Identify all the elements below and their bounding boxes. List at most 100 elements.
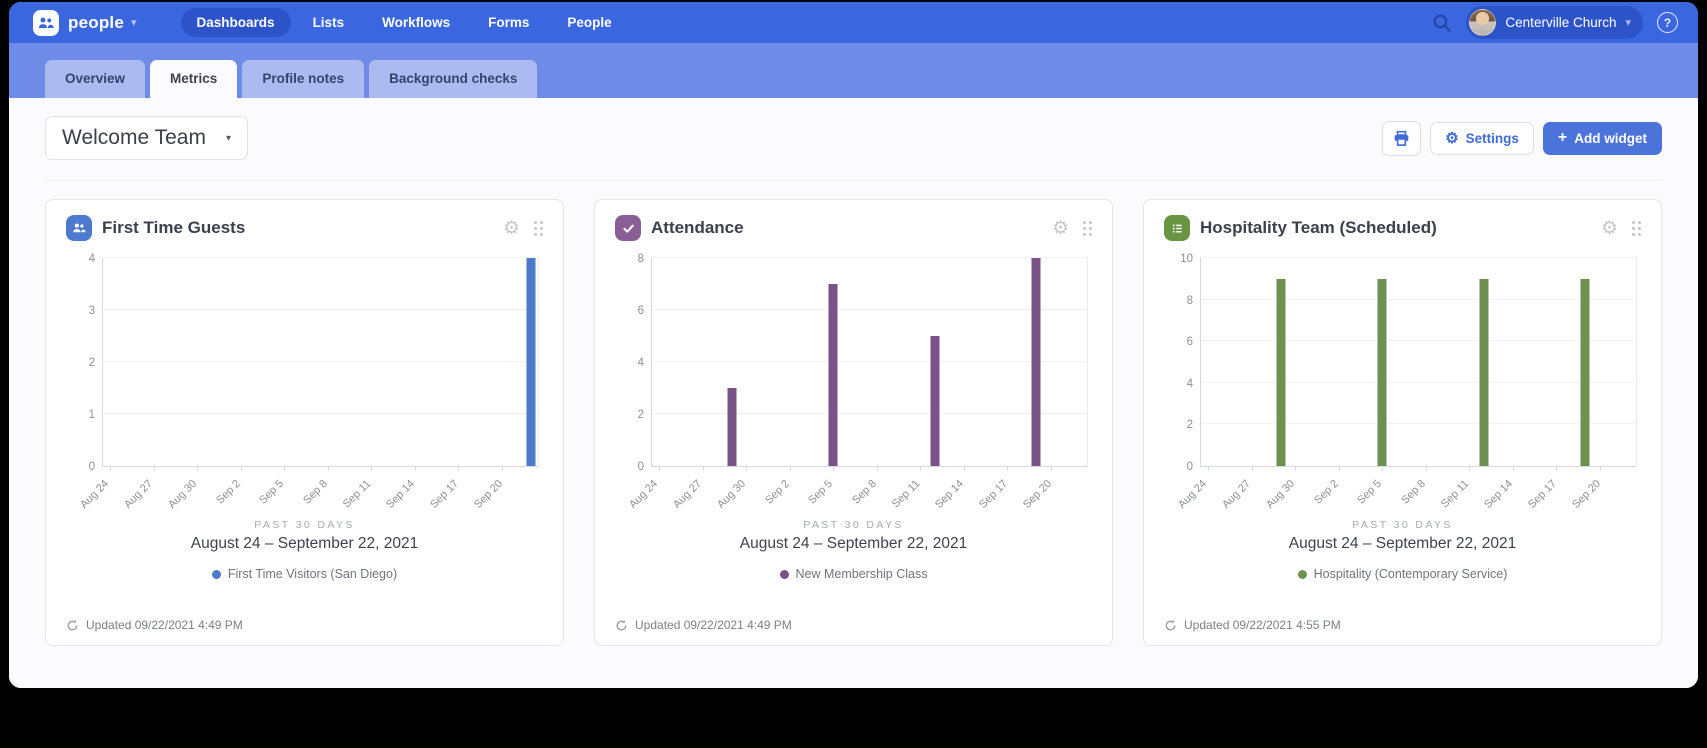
nav-item-people[interactable]: People [567,15,612,30]
period-label: PAST 30 DAYS [254,519,355,531]
refresh-icon [1165,619,1176,630]
gridline [1201,423,1636,425]
y-axis-tick-label: 4 [88,253,95,265]
widget-settings-gear-icon[interactable]: ⚙ [1051,217,1069,239]
y-axis-tick-label: 8 [637,253,644,265]
bar [1276,278,1286,466]
x-axis-tick [1382,466,1384,471]
updated-timestamp: Updated 09/22/2021 4:49 PM [635,618,792,632]
gridline [103,257,538,258]
x-axis-tick-label: Aug 24 [78,477,112,511]
drag-handle[interactable] [534,220,543,236]
refresh-icon [616,619,627,630]
x-axis-tick-label: Aug 27 [671,477,705,511]
dashboard-selector[interactable]: Welcome Team ▾ [45,116,248,160]
search-button[interactable] [1432,13,1452,33]
y-axis-tick-label: 0 [1186,461,1193,473]
x-axis-tick-label: Sep 17 [1525,477,1560,511]
app-switcher[interactable]: people ▾ [33,9,137,36]
x-axis-tick [1050,466,1052,471]
refresh-icon [67,619,78,630]
navbar-right: Centerville Church ▾ ? [1432,6,1678,39]
app-window: people ▾ Dashboards Lists Workflows Form… [9,2,1698,688]
chevron-down-icon: ▾ [131,17,137,29]
account-menu[interactable]: Centerville Church ▾ [1466,6,1643,39]
tab-background-checks[interactable]: Background checks [369,60,538,98]
x-axis-tick-label: Sep 17 [427,477,462,511]
widget-title: Attendance [651,218,744,237]
y-axis-tick-label: 8 [1186,294,1193,307]
gridline [103,361,538,362]
settings-button[interactable]: ⚙ Settings [1430,121,1534,155]
main-content: Welcome Team ▾ ⚙ Settings + Add [9,98,1698,688]
widget-hospitality-team: Hospitality Team (Scheduled) ⚙ 0 2 4 6 8 10 A… [1143,199,1662,646]
x-axis-tick [1556,466,1558,471]
drag-handle[interactable] [1083,220,1092,236]
help-button[interactable]: ? [1657,12,1678,33]
x-axis-tick [1469,466,1471,471]
x-axis-tick-label: Sep 14 [1482,477,1516,511]
widget-settings-gear-icon[interactable]: ⚙ [1600,217,1618,239]
tab-metrics[interactable]: Metrics [150,60,238,98]
search-icon [1433,14,1452,32]
x-axis-tick-label: Sep 14 [933,477,967,511]
people-app-icon [33,9,59,36]
tab-overview[interactable]: Overview [45,60,146,98]
x-axis-tick [110,466,112,471]
drag-handle[interactable] [1632,220,1641,236]
x-axis-tick-label: Sep 14 [384,477,418,511]
x-axis-tick [284,466,286,471]
nav-item-dashboards[interactable]: Dashboards [180,8,291,37]
settings-label: Settings [1465,130,1519,146]
nav-item-forms[interactable]: Forms [488,15,530,30]
dashboard-tabs: Overview Metrics Profile notes Backgroun… [9,43,1698,98]
plot-area: 0 2 4 6 8 [638,253,1088,473]
x-axis-tick [327,466,329,471]
gridline [652,309,1087,310]
bar [1377,278,1387,466]
x-axis-tick [1251,466,1253,471]
add-widget-label: Add widget [1574,130,1647,146]
x-axis-tick-label: Sep 2 [762,477,792,507]
updated-timestamp: Updated 09/22/2021 4:55 PM [1184,618,1341,632]
x-axis-tick [702,466,704,471]
x-axis-tick [659,466,661,471]
print-button[interactable] [1382,120,1422,156]
x-axis-labels: Aug 24 Aug 27 Aug 30 Sep 2 Sep 5 Sep 8 Sep 11 S… [627,467,1088,517]
x-axis-tick-label: Sep 8 [301,477,331,507]
widget-icon [1164,215,1190,241]
x-axis-tick-label: Sep 8 [1399,477,1429,507]
x-axis-labels: Aug 24 Aug 27 Aug 30 Sep 2 Sep 5 Sep 8 Sep 11 S… [78,467,539,517]
bar-chart: 0 1 2 3 4 Aug 24 Aug 27 Aug 30 Sep 2 Sep 5 Sep 8 S… [78,253,539,517]
bar [930,336,940,466]
widget-title: Hospitality Team (Scheduled) [1200,218,1437,237]
widget-settings-gear-icon[interactable]: ⚙ [502,217,520,239]
x-axis-tick [1208,466,1210,471]
y-axis-tick-label: 6 [637,305,644,317]
x-axis-tick-label: Aug 24 [627,477,661,511]
tab-profile-notes[interactable]: Profile notes [242,60,365,98]
caret-down-icon: ▾ [225,132,231,144]
period-range: August 24 – September 22, 2021 [190,535,419,552]
gear-icon: ⚙ [1445,129,1459,147]
period-range: August 24 – September 22, 2021 [1288,535,1517,552]
nav-item-workflows[interactable]: Workflows [382,15,451,30]
add-widget-button[interactable]: + Add widget [1542,121,1662,155]
y-axis-tick-label: 0 [88,461,95,473]
bar [1580,278,1590,466]
x-axis-tick [746,466,748,471]
x-axis-tick [789,466,791,471]
x-axis-tick-label: Aug 30 [165,477,199,511]
x-axis-tick [1007,466,1009,471]
y-axis-tick-label: 2 [637,409,644,421]
x-axis-tick [153,466,155,471]
y-axis-tick-label: 1 [88,409,95,421]
gridline [103,309,538,310]
y-axis-tick-label: 4 [1186,377,1193,390]
gridline [652,257,1087,258]
people-icon [73,223,86,233]
bar [1479,278,1489,466]
y-axis-tick-label: 2 [88,357,95,369]
nav-item-lists[interactable]: Lists [312,15,345,30]
